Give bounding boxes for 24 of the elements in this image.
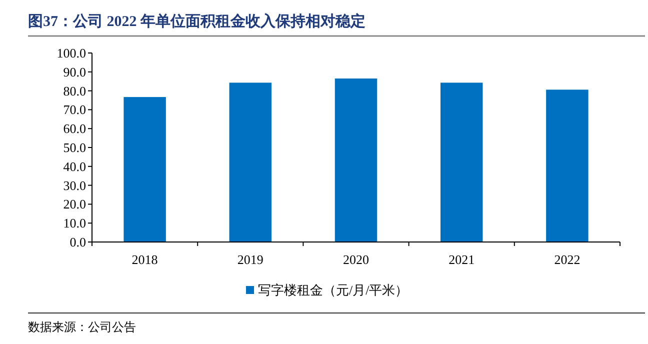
y-tick-label: 40.0 xyxy=(63,158,86,174)
bar xyxy=(334,78,378,242)
y-tick-label: 10.0 xyxy=(63,216,86,231)
y-tick-label: 50.0 xyxy=(63,140,86,155)
bar xyxy=(546,90,588,242)
x-tick-label: 2022 xyxy=(554,252,580,267)
bar xyxy=(440,82,483,242)
bar xyxy=(124,97,166,242)
y-tick-label: 60.0 xyxy=(63,121,86,136)
y-tick-label: 80.0 xyxy=(63,83,86,98)
legend-label: 写字楼租金（元/月/平米） xyxy=(258,282,408,298)
y-tick-label: 70.0 xyxy=(63,102,86,118)
y-tick-label: 90.0 xyxy=(63,64,86,80)
y-tick-label: 0.0 xyxy=(70,234,86,250)
x-tick-label: 2018 xyxy=(132,252,158,267)
y-tick-label: 20.0 xyxy=(63,196,86,212)
x-tick-label: 2019 xyxy=(237,252,264,267)
source-note: 数据来源：公司公告 xyxy=(28,320,136,334)
chart-title: 图37：公司 2022 年单位面积租金收入保持相对稳定 xyxy=(28,12,366,30)
x-tick-label: 2021 xyxy=(448,252,475,267)
x-tick-label: 2020 xyxy=(343,252,369,267)
bar xyxy=(229,82,272,242)
y-tick-label: 30.0 xyxy=(63,178,86,193)
y-tick-label: 100.0 xyxy=(56,46,86,60)
